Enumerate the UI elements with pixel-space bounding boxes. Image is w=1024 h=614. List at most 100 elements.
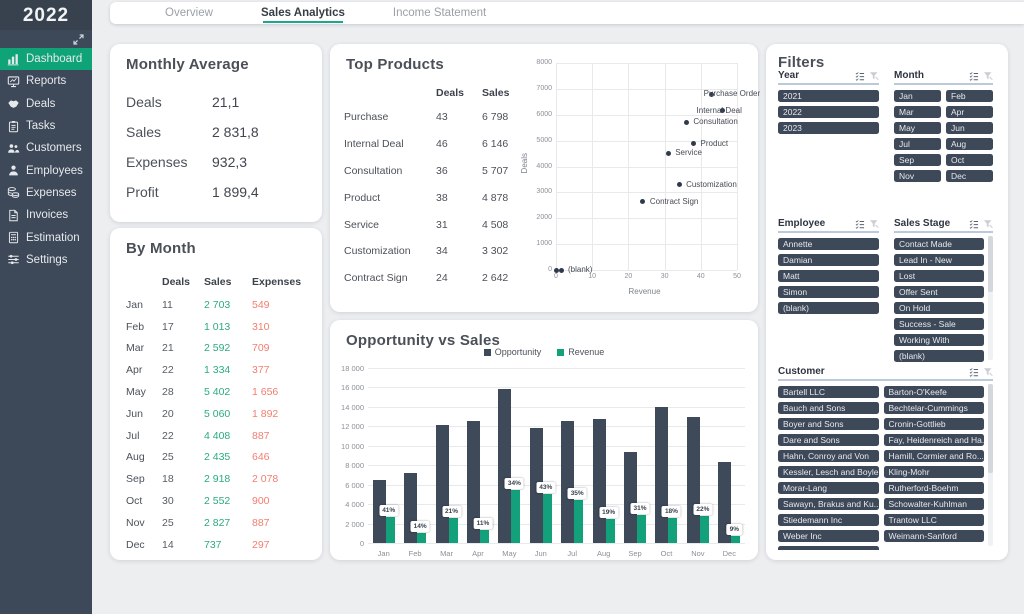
filter-item-sep[interactable]: Sep <box>894 154 941 166</box>
opportunity-bar-aug[interactable] <box>592 418 606 543</box>
sidebar-item-estimation[interactable]: Estimation <box>0 226 92 248</box>
filter-item-may[interactable]: May <box>894 122 941 134</box>
scrollbar[interactable] <box>988 384 993 546</box>
filter-item-feb[interactable]: Feb <box>946 90 993 102</box>
filter-item-contact-made[interactable]: Contact Made <box>894 238 984 250</box>
filter-item-hahn-conroy-and-von[interactable]: Hahn, Conroy and Von <box>778 450 879 462</box>
tab-overview[interactable]: Overview <box>165 7 213 19</box>
filter-item-matt[interactable]: Matt <box>778 270 879 282</box>
expand-icon[interactable] <box>72 33 85 46</box>
revenue-bar-sep[interactable] <box>637 514 647 543</box>
sidebar-item-tasks[interactable]: Tasks <box>0 115 92 137</box>
opportunity-bar-jul[interactable] <box>561 420 575 543</box>
sidebar-item-customers[interactable]: Customers <box>0 137 92 159</box>
opportunity-bar-mar[interactable] <box>435 425 449 543</box>
scatter-point-internal-deal[interactable] <box>720 108 726 114</box>
multi-select-icon[interactable] <box>855 219 865 229</box>
multi-select-icon[interactable] <box>969 71 979 81</box>
opportunity-bar-nov[interactable] <box>686 416 700 543</box>
filter-item-weber-inc[interactable]: Weber Inc <box>778 530 879 542</box>
filter-item-kling-mohr[interactable]: Kling-Mohr <box>883 466 984 478</box>
revenue-bar-jul[interactable] <box>574 500 584 543</box>
filter-item-blank[interactable]: (blank) <box>894 350 984 362</box>
filter-item-aug[interactable]: Aug <box>946 138 993 150</box>
filter-item-2022[interactable]: 2022 <box>778 106 879 118</box>
revenue-bar-jan[interactable] <box>385 516 395 543</box>
filter-item-fay-heidenreich-and-ha[interactable]: Fay, Heidenreich and Ha... <box>883 434 984 446</box>
revenue-bar-apr[interactable] <box>479 530 489 543</box>
filter-item-2023[interactable]: 2023 <box>778 122 879 134</box>
filter-item-partial[interactable] <box>778 546 879 550</box>
sidebar-item-invoices[interactable]: Invoices <box>0 204 92 226</box>
filter-item-apr[interactable]: Apr <box>946 106 993 118</box>
filter-item-jan[interactable]: Jan <box>894 90 941 102</box>
revenue-bar-nov[interactable] <box>699 515 709 543</box>
filter-item-jun[interactable]: Jun <box>946 122 993 134</box>
opportunity-bar-dec[interactable] <box>718 462 732 543</box>
multi-select-icon[interactable] <box>855 71 865 81</box>
filter-item-boyer-and-sons[interactable]: Boyer and Sons <box>778 418 879 430</box>
filter-item-nov[interactable]: Nov <box>894 170 941 182</box>
scrollbar-thumb[interactable] <box>988 236 993 292</box>
clear-filter-icon[interactable] <box>983 219 993 229</box>
opportunity-bar-feb[interactable] <box>404 472 418 543</box>
filter-item-simon[interactable]: Simon <box>778 286 879 298</box>
opportunity-bar-oct[interactable] <box>655 406 669 543</box>
filter-item-bechtelar-cummings[interactable]: Bechtelar-Cummings <box>883 402 984 414</box>
revenue-bar-aug[interactable] <box>605 519 615 543</box>
scatter-point-consultation[interactable] <box>683 119 689 125</box>
clear-filter-icon[interactable] <box>983 71 993 81</box>
scatter-point-contract-sign[interactable] <box>640 199 646 205</box>
tab-income-statement[interactable]: Income Statement <box>392 7 487 19</box>
filter-item-trantow-llc[interactable]: Trantow LLC <box>883 514 984 526</box>
filter-item-working-with[interactable]: Working With <box>894 334 984 346</box>
filter-item-success-sale[interactable]: Success - Sale <box>894 318 984 330</box>
filter-item-bauch-and-sons[interactable]: Bauch and Sons <box>778 402 879 414</box>
revenue-bar-feb[interactable] <box>417 533 427 543</box>
filter-item-hamill-cormier-and-ro[interactable]: Hamill, Cormier and Ro... <box>883 450 984 462</box>
revenue-bar-may[interactable] <box>511 490 521 543</box>
filter-item-on-hold[interactable]: On Hold <box>894 302 984 314</box>
filter-item-stiedemann-inc[interactable]: Stiedemann Inc <box>778 514 879 526</box>
scatter-point-blank[interactable] <box>558 267 564 273</box>
filter-item-lost[interactable]: Lost <box>894 270 984 282</box>
filter-item-sawayn-brakus-and-ku[interactable]: Sawayn, Brakus and Ku... <box>778 498 879 510</box>
scatter-point-purchase-order[interactable] <box>709 91 715 97</box>
filter-item-schowalter-kuhlman[interactable]: Schowalter-Kuhlman <box>883 498 984 510</box>
clear-filter-icon[interactable] <box>869 219 879 229</box>
filter-item-morar-lang[interactable]: Morar-Lang <box>778 482 879 494</box>
scatter-point-customization[interactable] <box>676 182 682 188</box>
sidebar-item-employees[interactable]: Employees <box>0 159 92 181</box>
sidebar-item-deals[interactable]: Deals <box>0 93 92 115</box>
filter-item-lead-in-new[interactable]: Lead In - New <box>894 254 984 266</box>
filter-item-jul[interactable]: Jul <box>894 138 941 150</box>
tab-sales-analytics[interactable]: Sales Analytics <box>260 7 345 23</box>
scatter-point-service[interactable] <box>665 150 671 156</box>
filter-item-oct[interactable]: Oct <box>946 154 993 166</box>
opportunity-bar-apr[interactable] <box>466 421 480 543</box>
filter-item-weimann-sanford[interactable]: Weimann-Sanford <box>883 530 984 542</box>
filter-item-blank[interactable]: (blank) <box>778 302 879 314</box>
clear-filter-icon[interactable] <box>869 71 879 81</box>
sidebar-item-dashboard[interactable]: Dashboard <box>0 48 92 71</box>
scrollbar[interactable] <box>988 236 993 360</box>
filter-item-2021[interactable]: 2021 <box>778 90 879 102</box>
opportunity-bar-may[interactable] <box>498 389 512 543</box>
filter-item-mar[interactable]: Mar <box>894 106 941 118</box>
scatter-point-blank[interactable] <box>553 267 559 273</box>
sidebar-item-expenses[interactable]: Expenses <box>0 182 92 204</box>
multi-select-icon[interactable] <box>969 367 979 377</box>
revenue-bar-mar[interactable] <box>448 517 458 543</box>
clear-filter-icon[interactable] <box>983 367 993 377</box>
sidebar-item-reports[interactable]: Reports <box>0 70 92 92</box>
filter-item-annette[interactable]: Annette <box>778 238 879 250</box>
scrollbar-thumb[interactable] <box>988 384 993 474</box>
revenue-bar-jun[interactable] <box>542 493 552 543</box>
revenue-bar-oct[interactable] <box>668 518 678 543</box>
filter-item-damian[interactable]: Damian <box>778 254 879 266</box>
multi-select-icon[interactable] <box>969 219 979 229</box>
filter-item-rutherford-boehm[interactable]: Rutherford-Boehm <box>883 482 984 494</box>
filter-item-offer-sent[interactable]: Offer Sent <box>894 286 984 298</box>
revenue-bar-dec[interactable] <box>731 535 741 543</box>
filter-item-dec[interactable]: Dec <box>946 170 993 182</box>
